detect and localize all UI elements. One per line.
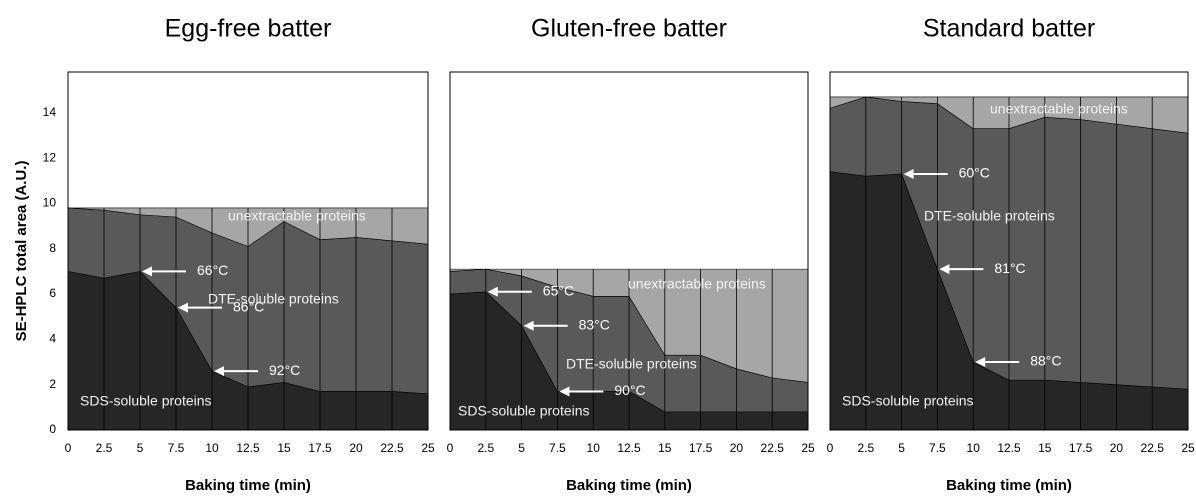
arrow-head bbox=[142, 266, 152, 277]
annotation: 60°C bbox=[959, 165, 990, 181]
x-tick-label: 25 bbox=[421, 441, 435, 455]
series-label: DTE-soluble proteins bbox=[208, 291, 339, 307]
plot-frame bbox=[829, 71, 1189, 431]
arrow-head bbox=[939, 264, 950, 275]
arrow-head bbox=[559, 386, 570, 397]
y-tick-label: 10 bbox=[43, 196, 57, 210]
x-tick-label: 12.5 bbox=[997, 441, 1021, 455]
plot-frame bbox=[67, 71, 429, 431]
series-label: unextractable proteins bbox=[990, 101, 1128, 117]
y-tick-label: 6 bbox=[49, 286, 56, 300]
arrow-head bbox=[214, 366, 224, 377]
arrow-head bbox=[178, 302, 188, 313]
series-label: SDS-soluble proteins bbox=[458, 403, 590, 419]
annotation: 81°C bbox=[994, 260, 1025, 276]
arrow-head bbox=[903, 168, 914, 179]
x-axis-label: Baking time (min) bbox=[566, 477, 692, 494]
y-tick-label: 14 bbox=[43, 105, 57, 119]
x-tick-label: 0 bbox=[65, 441, 72, 455]
y-axis-label: SE-HPLC total area (A.U.) bbox=[13, 161, 30, 342]
x-tick-label: 2.5 bbox=[477, 441, 494, 455]
x-axis-label: Baking time (min) bbox=[185, 477, 311, 494]
x-tick-label: 17.5 bbox=[689, 441, 713, 455]
x-axis-label: Baking time (min) bbox=[946, 477, 1072, 494]
x-tick-label: 15 bbox=[1038, 441, 1052, 455]
series-label: DTE-soluble proteins bbox=[566, 356, 697, 372]
annotation: 90°C bbox=[614, 382, 645, 398]
annotation: 83°C bbox=[579, 316, 610, 332]
x-tick-label: 0 bbox=[447, 441, 454, 455]
annotation: 86°C bbox=[233, 298, 264, 314]
chart-title: Gluten-free batter bbox=[531, 15, 727, 43]
y-tick-label: 0 bbox=[49, 422, 56, 436]
x-tick-label: 20 bbox=[730, 441, 744, 455]
x-tick-label: 20 bbox=[349, 441, 363, 455]
x-tick-label: 7.5 bbox=[549, 441, 566, 455]
x-tick-label: 5 bbox=[518, 441, 525, 455]
x-tick-label: 20 bbox=[1110, 441, 1124, 455]
x-tick-label: 15 bbox=[658, 441, 672, 455]
x-tick-label: 12.5 bbox=[617, 441, 641, 455]
x-tick-label: 15 bbox=[277, 441, 291, 455]
y-tick-label: 2 bbox=[49, 377, 56, 391]
x-tick-label: 5 bbox=[137, 441, 144, 455]
x-tick-label: 10 bbox=[587, 441, 601, 455]
series-label: unextractable proteins bbox=[628, 276, 766, 292]
arrow-head bbox=[523, 320, 534, 331]
x-tick-label: 10 bbox=[205, 441, 219, 455]
x-tick-label: 25 bbox=[801, 441, 815, 455]
arrow-head bbox=[487, 286, 498, 297]
chart-title: Standard batter bbox=[923, 15, 1095, 43]
series-label: SDS-soluble proteins bbox=[80, 393, 212, 409]
x-tick-label: 7.5 bbox=[929, 441, 946, 455]
x-tick-label: 25 bbox=[1181, 441, 1195, 455]
x-tick-label: 0 bbox=[827, 441, 834, 455]
series-label: unextractable proteins bbox=[228, 208, 366, 224]
annotation: 88°C bbox=[1030, 353, 1061, 369]
x-tick-label: 5 bbox=[898, 441, 905, 455]
annotation: 92°C bbox=[269, 362, 300, 378]
annotation: 66°C bbox=[197, 262, 228, 278]
x-tick-label: 17.5 bbox=[308, 441, 332, 455]
x-tick-label: 22.5 bbox=[380, 441, 404, 455]
x-tick-label: 2.5 bbox=[857, 441, 874, 455]
annotation: 65°C bbox=[543, 282, 574, 298]
y-tick-label: 4 bbox=[49, 332, 56, 346]
series-label: SDS-soluble proteins bbox=[842, 393, 974, 409]
chart-title: Egg-free batter bbox=[165, 15, 332, 43]
x-tick-label: 7.5 bbox=[168, 441, 185, 455]
x-tick-label: 17.5 bbox=[1069, 441, 1093, 455]
series-label: DTE-soluble proteins bbox=[924, 208, 1055, 224]
x-tick-label: 12.5 bbox=[236, 441, 260, 455]
y-tick-label: 12 bbox=[43, 150, 57, 164]
plot-frame bbox=[449, 71, 809, 431]
x-tick-label: 10 bbox=[967, 441, 981, 455]
x-tick-label: 2.5 bbox=[96, 441, 113, 455]
x-tick-label: 22.5 bbox=[1141, 441, 1165, 455]
x-tick-label: 22.5 bbox=[761, 441, 785, 455]
y-tick-label: 8 bbox=[49, 241, 56, 255]
arrow-head bbox=[975, 357, 986, 368]
